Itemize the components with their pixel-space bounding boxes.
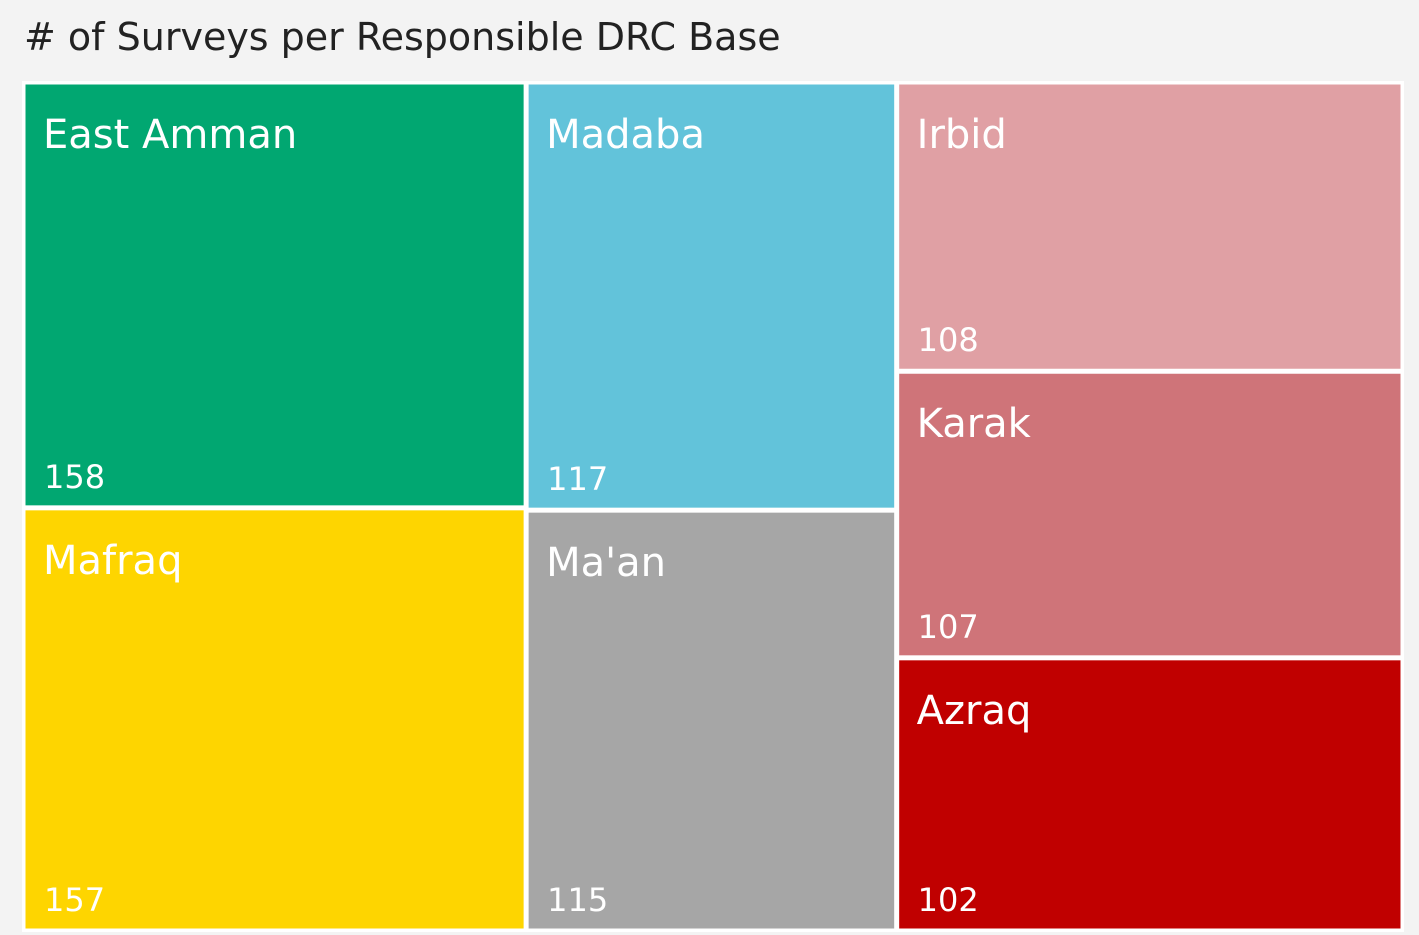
tile	[899, 373, 1401, 656]
tile	[528, 84, 895, 508]
tile-label: Irbid	[917, 112, 1007, 158]
tile-value: 158	[44, 458, 105, 496]
tile-label: Azraq	[917, 688, 1032, 734]
tile-label: East Amman	[43, 112, 297, 158]
tile	[528, 512, 895, 929]
tile-value: 157	[44, 881, 105, 919]
tile-value: 115	[547, 881, 608, 919]
tile-value: 117	[547, 460, 608, 498]
tile	[899, 660, 1401, 929]
tile-value: 107	[918, 608, 979, 646]
tile-label: Karak	[917, 401, 1032, 447]
chart-title: # of Surveys per Responsible DRC Base	[24, 15, 781, 59]
tile-label: Mafraq	[43, 538, 182, 584]
tile-label: Ma'an	[546, 540, 666, 586]
tile	[25, 510, 524, 929]
tile	[25, 84, 524, 506]
tile-value: 102	[918, 881, 979, 919]
tile	[899, 84, 1401, 369]
tile-value: 108	[918, 321, 979, 359]
tile-label: Madaba	[546, 112, 705, 158]
